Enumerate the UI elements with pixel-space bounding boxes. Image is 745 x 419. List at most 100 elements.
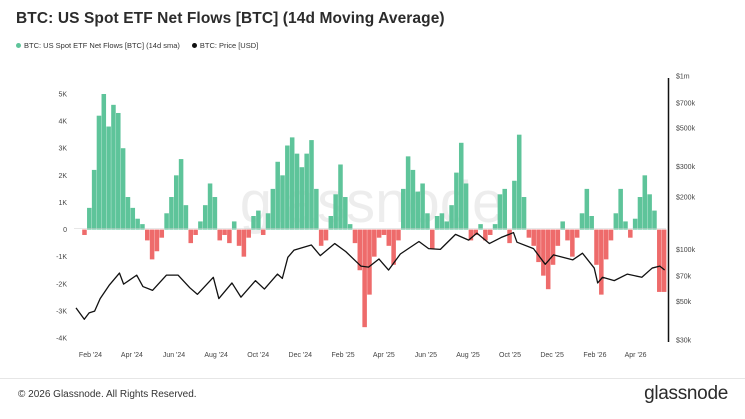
right-tick-label: $500k (676, 126, 696, 133)
flow-bar (574, 229, 580, 238)
flow-bar (318, 229, 324, 246)
flow-bar (430, 229, 435, 249)
flow-bar (362, 229, 367, 328)
flow-bars (82, 94, 667, 328)
flow-bar (632, 218, 638, 230)
legend-dot-etf-flows (16, 43, 21, 48)
flow-bar (381, 229, 387, 235)
flow-bar (502, 188, 507, 230)
flow-bar (560, 221, 565, 230)
flow-bar (275, 161, 280, 230)
chart-legend: BTC: US Spot ETF Net Flows [BTC] (14d sm… (16, 41, 258, 50)
flow-bar (555, 229, 561, 246)
left-tick-label: -4K (56, 336, 67, 343)
flow-bar (164, 213, 169, 230)
flow-bar (111, 104, 116, 230)
legend-label-btc-price: BTC: Price [USD] (199, 41, 259, 50)
flow-bar (87, 207, 92, 230)
x-tick-label: Feb '26 (583, 352, 606, 359)
flow-bar (82, 229, 87, 235)
flow-bar (280, 175, 285, 230)
flow-bar (314, 188, 319, 230)
flow-bar (415, 191, 421, 230)
flow-bar (212, 197, 218, 230)
chart-title: BTC: US Spot ETF Net Flows [BTC] (14d Mo… (16, 10, 445, 27)
flow-bar (125, 197, 131, 230)
flow-bar (642, 175, 648, 230)
x-tick-label: Oct '25 (499, 352, 521, 359)
flow-bar (550, 229, 556, 265)
flow-bar (256, 210, 261, 230)
flow-bar (285, 145, 290, 230)
left-tick-label: -2K (56, 281, 67, 288)
flow-bar (159, 229, 165, 238)
flow-bar (521, 197, 527, 230)
flow-bar (222, 229, 227, 235)
right-tick-label: $700k (676, 100, 696, 107)
flow-bar (169, 197, 174, 230)
flow-bar (140, 224, 145, 230)
x-tick-label: Apr '26 (625, 352, 647, 359)
x-tick-label: Aug '24 (204, 352, 228, 359)
x-tick-label: Feb '25 (332, 352, 355, 359)
flow-bar (531, 229, 536, 246)
right-tick-label: $100k (676, 247, 696, 254)
left-tick-label: 3K (58, 146, 67, 153)
brand-logo[interactable]: glassnode (644, 383, 728, 404)
flow-bar (299, 167, 305, 230)
flow-bar (338, 164, 343, 230)
flow-bar (570, 229, 575, 257)
right-tick-label: $300k (676, 164, 696, 171)
x-tick-label: Dec '24 (289, 352, 313, 359)
flow-bar (410, 169, 416, 230)
flow-bar (565, 229, 570, 241)
flow-bar (487, 229, 493, 235)
flow-bar (347, 224, 353, 230)
flow-bar (217, 229, 222, 241)
flow-bar (628, 229, 633, 238)
legend-label-etf-flows: BTC: US Spot ETF Net Flows [BTC] (14d sm… (24, 41, 180, 50)
flow-bar (357, 229, 363, 271)
left-tick-label: 5K (58, 92, 67, 99)
flow-bar (512, 180, 517, 230)
flow-bar (207, 183, 213, 230)
flow-bar (198, 221, 203, 230)
flow-bar (599, 229, 604, 295)
flow-bar (516, 134, 522, 230)
flow-bar (130, 207, 136, 230)
legend-item-etf-flows[interactable]: BTC: US Spot ETF Net Flows [BTC] (14d sm… (16, 41, 180, 50)
left-tick-label: 0 (63, 227, 67, 234)
flow-bar (154, 229, 160, 252)
flow-bar (116, 112, 121, 230)
flow-bar (96, 115, 102, 230)
flow-bar (91, 169, 97, 230)
flow-bar (637, 197, 643, 230)
flow-bar (652, 210, 657, 230)
flow-bar (478, 224, 483, 230)
flow-bar (613, 213, 619, 230)
x-tick-label: Aug '25 (456, 352, 480, 359)
flow-bar (396, 229, 401, 241)
flow-bar (246, 229, 251, 238)
x-tick-label: Dec '25 (540, 352, 564, 359)
flow-bar (541, 229, 546, 276)
flow-bar (401, 188, 406, 230)
flow-bar (623, 221, 628, 230)
flow-bar (536, 229, 541, 263)
x-tick-label: Apr '24 (121, 352, 143, 359)
flow-bar (227, 229, 232, 244)
flow-bar (328, 216, 334, 230)
flow-bar (323, 229, 329, 241)
flow-bar (492, 224, 498, 230)
flow-bar (101, 94, 107, 230)
flow-bar (270, 188, 276, 230)
flow-bar (202, 205, 208, 230)
left-tick-label: 1K (58, 200, 67, 207)
x-tick-label: Jun '24 (163, 352, 185, 359)
flow-bar (343, 197, 348, 230)
legend-item-btc-price[interactable]: BTC: Price [USD] (191, 41, 259, 50)
flow-bar (405, 156, 411, 230)
flow-bar (434, 216, 440, 230)
price-line (75, 231, 666, 320)
flow-bar (173, 175, 179, 230)
